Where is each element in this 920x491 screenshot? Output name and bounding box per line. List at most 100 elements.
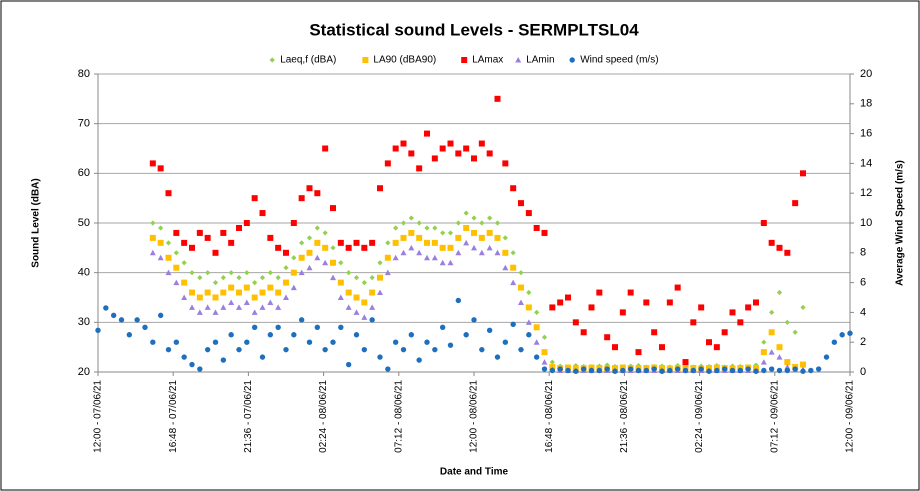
- data-point: [549, 304, 556, 311]
- data-point: [173, 229, 180, 236]
- data-point: [306, 264, 313, 271]
- data-point: [432, 346, 438, 353]
- data-point: [808, 367, 814, 374]
- data-point: [149, 160, 156, 167]
- data-point: [690, 367, 697, 374]
- data-point: [502, 264, 509, 271]
- data-point: [698, 304, 705, 311]
- data-point: [776, 289, 783, 296]
- data-point: [369, 289, 376, 296]
- legend-marker: [461, 57, 468, 63]
- data-point: [322, 244, 329, 251]
- data-point: [150, 339, 156, 345]
- data-point: [533, 324, 540, 331]
- data-point: [361, 346, 368, 353]
- data-point: [173, 279, 180, 286]
- data-point: [196, 309, 203, 315]
- data-point: [635, 367, 642, 374]
- data-point: [181, 294, 188, 300]
- data-point: [220, 275, 226, 281]
- y2-tick-label: 2: [860, 336, 866, 348]
- data-point: [627, 366, 634, 372]
- data-point: [533, 224, 540, 231]
- data-point: [455, 297, 462, 304]
- data-point: [392, 254, 399, 261]
- data-point: [173, 264, 180, 271]
- data-point: [314, 225, 320, 231]
- legend-label: LAmin: [526, 55, 554, 66]
- data-point: [753, 299, 759, 306]
- data-point: [533, 354, 540, 360]
- data-point: [165, 240, 172, 246]
- data-point: [478, 249, 485, 256]
- data-point: [204, 234, 211, 241]
- data-point: [431, 254, 438, 261]
- y-axis-title: Sound Level (dBA): [31, 178, 42, 267]
- data-point: [510, 185, 517, 192]
- data-point: [283, 249, 289, 256]
- data-point: [674, 284, 681, 291]
- data-point: [408, 332, 415, 338]
- data-point: [110, 312, 117, 319]
- y-tick-label: 50: [78, 217, 90, 229]
- data-point: [157, 254, 164, 261]
- data-point: [197, 275, 203, 281]
- data-point: [384, 254, 391, 261]
- data-point: [322, 145, 329, 152]
- data-point: [236, 346, 242, 353]
- data-point: [259, 210, 266, 217]
- data-point: [690, 319, 697, 326]
- data-point: [157, 312, 164, 319]
- data-point: [330, 274, 336, 281]
- chart-title: Statistical sound Levels - SERMPLTSL04: [309, 20, 639, 39]
- data-point: [619, 309, 626, 316]
- data-point: [369, 275, 375, 281]
- data-point: [337, 239, 344, 246]
- data-point: [322, 259, 329, 266]
- data-point: [212, 280, 219, 286]
- data-point: [384, 269, 391, 276]
- data-point: [361, 314, 368, 320]
- data-point: [455, 150, 462, 157]
- data-point: [400, 220, 407, 226]
- data-point: [494, 220, 501, 226]
- data-point: [298, 317, 305, 323]
- data-point: [353, 275, 360, 281]
- data-point: [298, 269, 305, 276]
- data-point: [424, 254, 430, 261]
- data-point: [236, 304, 242, 310]
- data-point: [494, 249, 501, 256]
- data-point: [502, 235, 508, 241]
- data-point: [369, 317, 375, 323]
- y-tick-label: 70: [78, 118, 90, 130]
- x-tick-label: 21:36 - 07/06/21: [243, 380, 254, 453]
- data-point: [267, 234, 274, 241]
- data-point: [502, 249, 509, 256]
- data-point: [768, 349, 775, 355]
- data-point: [205, 270, 211, 276]
- data-point: [220, 289, 227, 296]
- y-tick-label: 30: [78, 316, 90, 328]
- data-point: [314, 190, 321, 197]
- legend-marker: [362, 57, 369, 63]
- data-point: [369, 239, 376, 246]
- data-point: [588, 304, 595, 311]
- data-point: [361, 280, 367, 286]
- data-point: [322, 230, 328, 236]
- data-point: [494, 234, 501, 241]
- data-point: [416, 249, 423, 256]
- data-point: [761, 367, 767, 374]
- y2-tick-label: 12: [860, 187, 872, 199]
- x-tick-label: 02:24 - 08/06/21: [318, 380, 329, 453]
- data-point: [760, 220, 767, 226]
- data-point: [267, 299, 274, 305]
- data-point: [815, 366, 822, 372]
- data-point: [432, 225, 438, 231]
- data-point: [463, 224, 470, 231]
- data-point: [612, 368, 618, 374]
- data-point: [416, 357, 422, 363]
- data-point: [173, 250, 179, 256]
- data-point: [345, 304, 352, 310]
- data-point: [220, 229, 227, 236]
- data-point: [541, 334, 548, 340]
